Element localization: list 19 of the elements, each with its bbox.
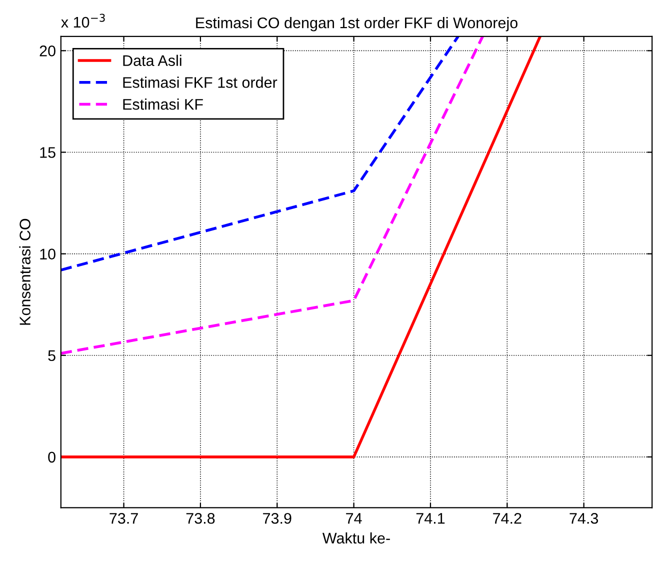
y-tick-label: 5 [48, 350, 56, 362]
chart-title: Estimasi CO dengan 1st order FKF di Wonorejo [196, 17, 518, 32]
y-axis-title: Konsentrasi CO [19, 218, 30, 325]
x-tick-label: 74.1 [416, 513, 445, 524]
x-tick-label: 73.9 [263, 512, 292, 524]
y-tick-label: 0 [48, 452, 56, 463]
x-tick-label: 74.2 [493, 512, 522, 524]
x-axis-title: Waktu ke- [322, 532, 390, 544]
y-tick-label: 20 [40, 46, 56, 56]
x-tick-label: 74.3 [570, 512, 598, 524]
x-tick-label: 73.7 [110, 512, 138, 524]
x-tick-label: 74 [346, 513, 362, 524]
legend-label: Estimasi KF [123, 98, 203, 110]
x-tick-label: 73.8 [186, 512, 215, 524]
legend-label: Estimasi FKF 1st order [123, 76, 278, 88]
y-tick-label: 15 [40, 147, 56, 158]
text: x 10$^{−3}$ [61, 14, 105, 28]
y-tick-label: 10 [40, 248, 56, 260]
legend-label: Data Asli [123, 54, 182, 66]
